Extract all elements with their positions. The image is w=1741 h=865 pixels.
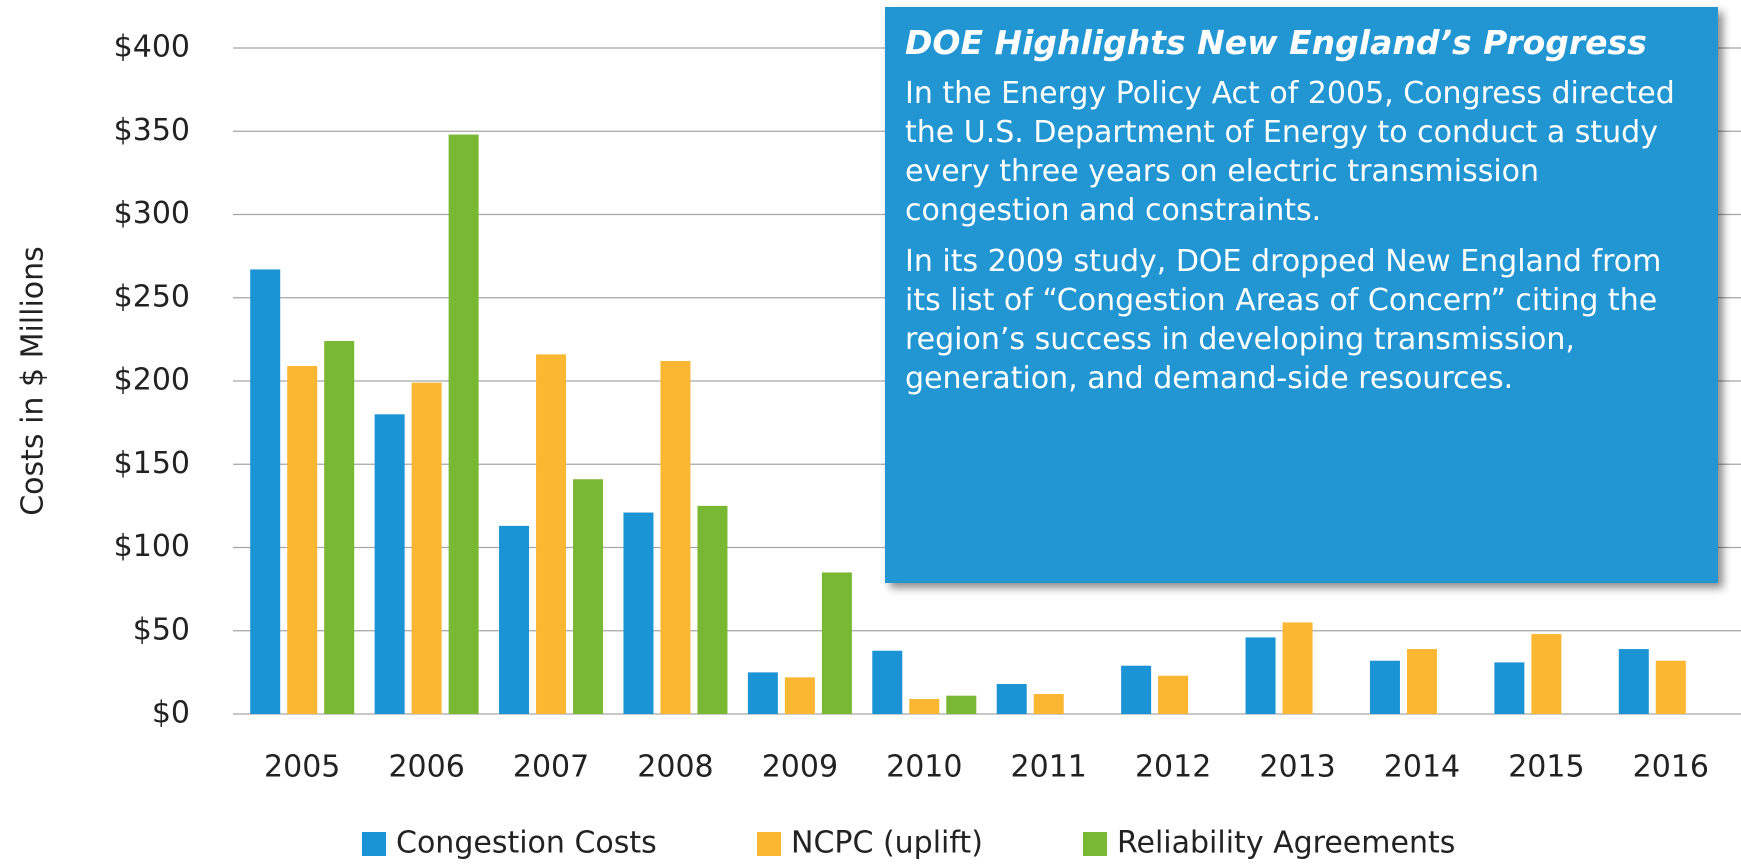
bar — [1158, 675, 1189, 714]
x-tick-label: 2015 — [1508, 750, 1584, 785]
x-tick-label: 2005 — [264, 750, 340, 785]
x-tick-label: 2013 — [1259, 750, 1335, 785]
y-tick-label: $250 — [114, 279, 190, 314]
annotation-box: DOE Highlights New England’s Progress In… — [885, 7, 1718, 583]
bar — [1406, 649, 1437, 714]
bar — [660, 361, 691, 714]
y-tick-label: $300 — [114, 196, 190, 231]
bar — [1121, 665, 1152, 714]
bar — [821, 572, 852, 714]
bar — [1494, 662, 1525, 714]
y-tick-label: $350 — [114, 113, 190, 148]
bar — [287, 366, 318, 714]
bar — [1655, 660, 1686, 714]
x-tick-label: 2006 — [388, 750, 464, 785]
bar — [996, 684, 1027, 714]
bar — [536, 354, 567, 714]
bar — [448, 134, 479, 714]
x-tick-label: 2007 — [513, 750, 589, 785]
legend-swatch — [362, 832, 386, 856]
bar — [324, 341, 355, 714]
x-tick-label: 2012 — [1135, 750, 1211, 785]
bar — [1282, 622, 1313, 714]
legend-label: Reliability Agreements — [1117, 826, 1455, 861]
legend-swatch — [757, 832, 781, 856]
x-tick-label: 2008 — [637, 750, 713, 785]
legend-swatch — [1083, 832, 1107, 856]
bar — [1618, 649, 1649, 714]
bar — [1033, 694, 1064, 714]
bar — [250, 269, 281, 714]
bar — [784, 677, 815, 714]
y-tick-label: $400 — [114, 30, 190, 65]
y-tick-label: $150 — [114, 446, 190, 481]
bar — [697, 505, 728, 714]
x-tick-label: 2014 — [1384, 750, 1460, 785]
bar — [1369, 660, 1400, 714]
bar — [909, 699, 940, 714]
bar — [623, 512, 654, 714]
y-tick-label: $50 — [133, 612, 190, 647]
bar — [374, 414, 405, 714]
legend-label: NCPC (uplift) — [791, 826, 983, 861]
bar — [411, 382, 442, 714]
legend-label: Congestion Costs — [396, 826, 657, 861]
x-tick-label: 2010 — [886, 750, 962, 785]
bar — [946, 695, 977, 714]
y-axis-label: Costs in $ Millions — [16, 246, 51, 516]
y-tick-label: $200 — [114, 363, 190, 398]
annotation-text: In its 2009 study, DOE dropped New Engla… — [905, 244, 1662, 396]
x-tick-label: 2016 — [1633, 750, 1709, 785]
y-tick-label: $100 — [114, 529, 190, 564]
x-tick-label: 2011 — [1011, 750, 1087, 785]
bar — [747, 672, 778, 714]
x-tick-label: 2009 — [762, 750, 838, 785]
bar — [872, 650, 903, 714]
bar — [1531, 634, 1562, 714]
annotation-text: In the Energy Policy Act of 2005, Congre… — [905, 76, 1675, 228]
annotation-title: DOE Highlights New England’s Progress — [905, 23, 1647, 62]
bar — [499, 525, 530, 714]
bar — [1245, 637, 1276, 714]
bar — [573, 479, 604, 714]
y-tick-label: $0 — [152, 696, 190, 731]
